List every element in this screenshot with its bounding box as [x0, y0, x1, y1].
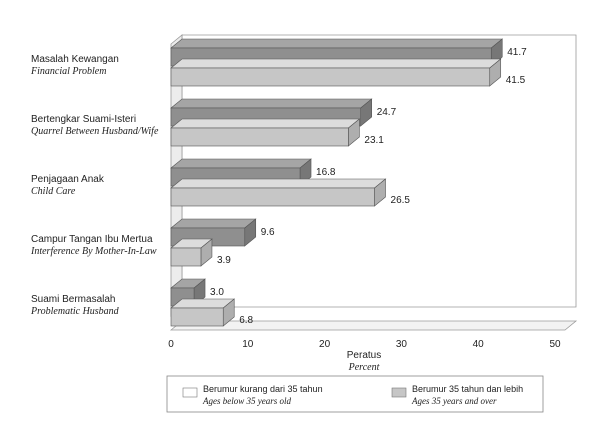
- x-tick-label: 40: [473, 339, 485, 350]
- value-label: 16.8: [316, 167, 336, 178]
- value-label: 41.7: [507, 47, 527, 58]
- category-label: Suami Bermasalah: [31, 294, 115, 305]
- x-tick-label: 50: [549, 339, 561, 350]
- value-labels: 41.7 41.5 24.7 23.1 16.8 26.5 9.6 3.9 3.0 6.8: [210, 47, 527, 326]
- legend-box: [166, 375, 544, 413]
- bar-front-face: [170, 247, 202, 267]
- bar-35-and-over: [170, 118, 361, 147]
- value-label: 3.0: [210, 287, 224, 298]
- category-label: Penjagaan Anak: [31, 174, 105, 185]
- value-label: 3.9: [217, 255, 231, 266]
- category-sublabel: Problematic Husband: [30, 306, 120, 317]
- bars: [170, 38, 504, 327]
- category-sublabel: Interference By Mother-In-Law: [30, 246, 157, 257]
- legend-label: Berumur 35 tahun dan lebih: [412, 384, 523, 394]
- bar-top-face: [170, 38, 504, 49]
- category-sublabel: Child Care: [31, 186, 76, 197]
- value-label: 6.8: [239, 315, 253, 326]
- x-tick-label: 10: [242, 339, 254, 350]
- bar-35-and-over: [170, 238, 213, 267]
- bar-top-face: [170, 218, 257, 229]
- legend-swatch: [391, 387, 407, 398]
- bar-front-face: [170, 127, 349, 147]
- category-sublabel: Financial Problem: [30, 66, 106, 77]
- category-label: Campur Tangan Ibu Mertua: [31, 234, 153, 245]
- bar-35-and-over: [170, 298, 236, 327]
- value-label: 24.7: [377, 107, 397, 118]
- bar-front-face: [170, 307, 224, 327]
- x-axis-subtitle: Percent: [348, 362, 380, 373]
- legend: Berumur kurang dari 35 tahun Ages below 3…: [166, 375, 544, 413]
- x-axis-title: Peratus: [347, 350, 381, 361]
- bar-35-and-over: [170, 178, 387, 207]
- bar-top-face: [170, 178, 387, 189]
- legend-label: Berumur kurang dari 35 tahun: [203, 384, 323, 394]
- category-label: Bertengkar Suami-Isteri: [31, 114, 136, 125]
- value-label: 23.1: [364, 135, 384, 146]
- category-sublabel: Quarrel Between Husband/Wife: [31, 126, 159, 137]
- x-tick-label: 20: [319, 339, 331, 350]
- bar-top-face: [170, 158, 312, 169]
- bar-front-face: [170, 187, 375, 207]
- legend-item: Berumur kurang dari 35 tahun Ages below 3…: [182, 384, 323, 406]
- bar-top-face: [170, 98, 373, 109]
- bar-35-and-over: [170, 58, 502, 87]
- legend-swatch: [182, 387, 198, 398]
- x-tick-label: 0: [168, 339, 174, 350]
- value-label: 26.5: [391, 195, 411, 206]
- bar-front-face: [170, 67, 491, 87]
- bar-top-face: [170, 118, 361, 129]
- category-label: Masalah Kewangan: [31, 54, 119, 65]
- legend-sublabel: Ages 35 years and over: [411, 396, 497, 406]
- value-label: 41.5: [506, 75, 526, 86]
- value-label: 9.6: [261, 227, 275, 238]
- x-tick-label: 30: [396, 339, 408, 350]
- bar-top-face: [170, 58, 502, 69]
- floor: [169, 320, 578, 331]
- legend-sublabel: Ages below 35 years old: [202, 396, 291, 406]
- legend-item: Berumur 35 tahun dan lebih Ages 35 years …: [391, 384, 523, 406]
